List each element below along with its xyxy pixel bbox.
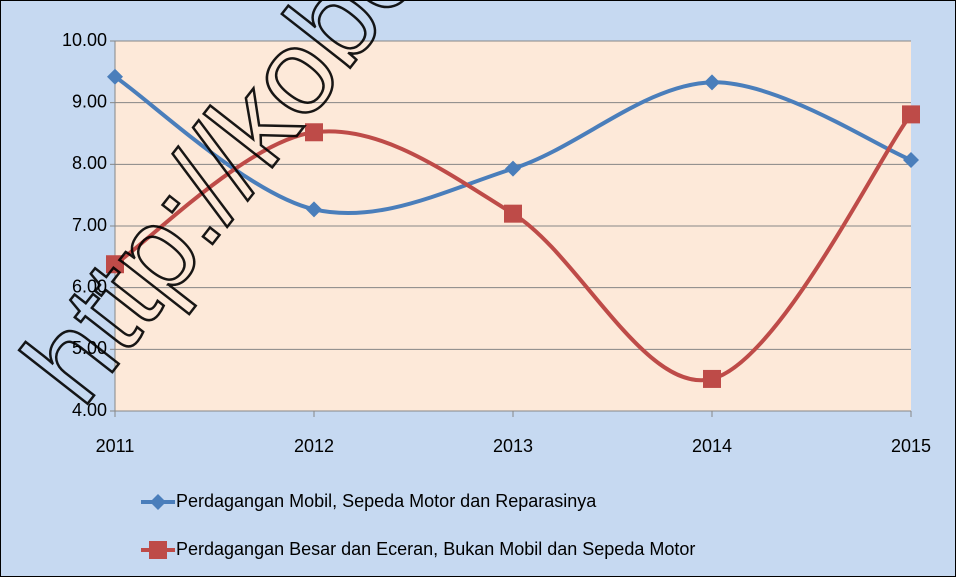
marker (703, 369, 721, 388)
legend-label: Perdagangan Besar dan Eceran, Bukan Mobi… (176, 539, 695, 559)
marker (107, 68, 123, 85)
marker (306, 201, 322, 218)
marker (903, 152, 919, 169)
x-tick-label: 2013 (493, 436, 533, 456)
x-tick-label: 2014 (692, 436, 732, 456)
series-line (113, 113, 913, 383)
y-tick-label: 7.00 (72, 215, 107, 235)
marker (149, 541, 167, 559)
y-tick-label: 5.00 (72, 338, 107, 358)
x-tick-label: 2012 (294, 436, 334, 456)
y-tick-label: 10.00 (62, 30, 107, 50)
marker (505, 160, 521, 177)
x-tick-label: 2015 (891, 436, 931, 456)
legend-label: Perdagangan Mobil, Sepeda Motor dan Repa… (176, 491, 597, 511)
marker (305, 123, 323, 142)
y-tick-label: 6.00 (72, 276, 107, 296)
y-tick-label: 8.00 (72, 153, 107, 173)
y-tick-label: 4.00 (72, 400, 107, 420)
marker (902, 105, 920, 124)
x-tick-label: 2011 (96, 436, 135, 456)
marker (150, 494, 166, 510)
marker (504, 204, 522, 223)
marker (106, 255, 124, 274)
marker (704, 74, 720, 91)
y-tick-label: 9.00 (72, 91, 107, 111)
